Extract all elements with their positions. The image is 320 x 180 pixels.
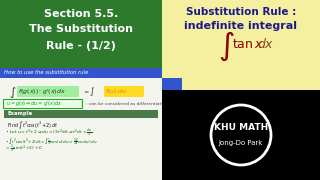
Text: indefinite integral: indefinite integral [185, 21, 298, 31]
Text: $\bullet$ $\int t^2\!\cos(t^3\!+\!2)dt=\int\!\frac{1}{3}\cos(u)\,du=\frac{1}{3}\: $\bullet$ $\int t^2\!\cos(t^3\!+\!2)dt=\… [5, 137, 98, 147]
Text: How to use the substitution rule: How to use the substitution rule [4, 71, 88, 75]
Text: Substitution Rule :: Substitution Rule : [186, 7, 296, 17]
FancyBboxPatch shape [4, 100, 83, 109]
Bar [4, 110, 158, 118]
Text: $u=g(x) \Rightarrow du=g'(x)dx$: $u=g(x) \Rightarrow du=g'(x)dx$ [6, 99, 62, 109]
Text: Find $\int t^2\!\cos(t^3\!+\!2)\,dt$: Find $\int t^2\!\cos(t^3\!+\!2)\,dt$ [7, 119, 58, 131]
Text: Example: Example [7, 111, 32, 116]
Text: $\int$: $\int$ [9, 84, 17, 100]
Bar [0, 78, 162, 180]
Text: $=\frac{1}{3}\sin(t^3\!+\!2)+C$: $=\frac{1}{3}\sin(t^3\!+\!2)+C$ [5, 143, 44, 155]
Text: $dx$: $dx$ [257, 37, 275, 51]
Text: The Substitution: The Substitution [29, 24, 133, 34]
Bar [162, 90, 320, 180]
Text: $\int$: $\int$ [218, 29, 234, 63]
Text: $\bullet$ Let $u=t^3\!+\!2\Rightarrow du=(3t^2)dt\Rightarrow t^2dt=\frac{du}{3}$: $\bullet$ Let $u=t^3\!+\!2\Rightarrow du… [5, 127, 92, 139]
Text: $= \int$: $= \int$ [82, 86, 96, 98]
Bar [162, 0, 320, 90]
Text: $f(g(x))\cdot g'(x)dx$: $f(g(x))\cdot g'(x)dx$ [18, 87, 66, 97]
Text: Rule - (1/2): Rule - (1/2) [46, 41, 116, 51]
Bar [0, 68, 162, 78]
FancyBboxPatch shape [17, 86, 79, 97]
Text: $f(u)\,du$: $f(u)\,du$ [105, 87, 127, 96]
Text: : can be considered as differentials: : can be considered as differentials [86, 102, 163, 106]
Text: Jong-Do Park: Jong-Do Park [219, 140, 263, 146]
Bar [162, 78, 182, 90]
Bar [0, 0, 162, 68]
Text: Section 5.5.: Section 5.5. [44, 9, 118, 19]
Text: $\mathrm{tan}\,x$: $\mathrm{tan}\,x$ [232, 37, 264, 51]
FancyBboxPatch shape [104, 86, 144, 97]
Text: KHU MATH: KHU MATH [214, 123, 268, 132]
